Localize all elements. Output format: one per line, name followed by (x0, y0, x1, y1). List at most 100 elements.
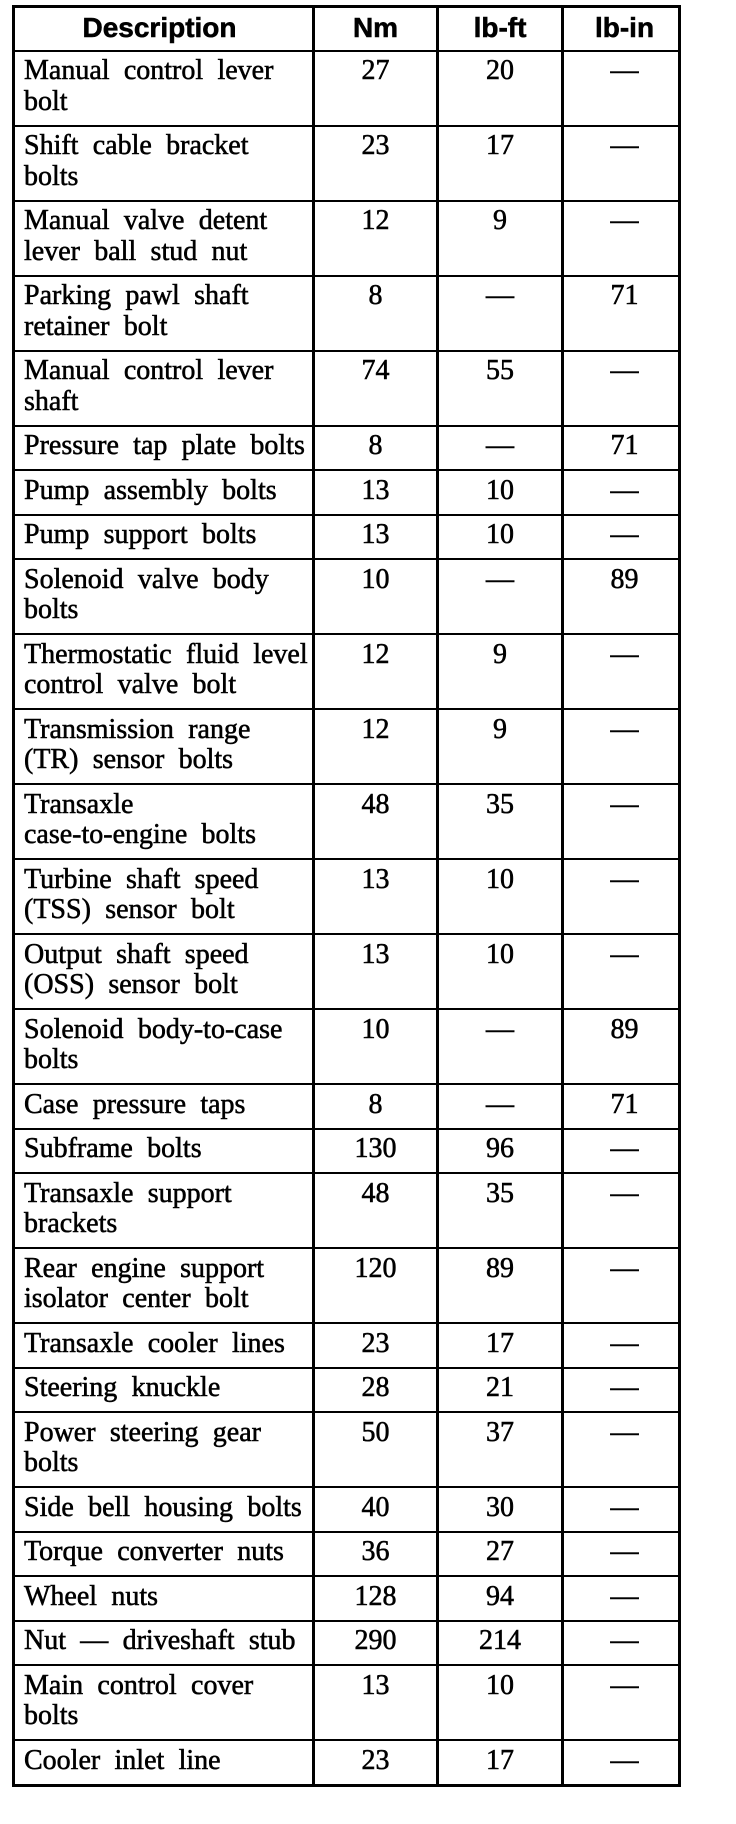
description-cell: Cooler inlet line (24, 1744, 221, 1776)
description-cell: Main control cover bolts (24, 1669, 254, 1731)
nm-cell: 10 (312, 560, 436, 633)
table-row: Transmission range (TR) sensor bolts 12 … (15, 708, 678, 783)
nm-cell: 40 (312, 1488, 436, 1531)
lbin-cell: 71 (561, 276, 678, 350)
table-row: Transaxle support brackets 48 35 — (15, 1172, 678, 1247)
description-cell: Turbine shaft speed (TSS) sensor bolt (24, 863, 259, 925)
nm-cell: 10 (312, 1010, 436, 1083)
lbin-cell: — (561, 1324, 678, 1367)
nm-cell: 27 (312, 51, 436, 125)
description-cell: Output shaft speed (OSS) sensor bolt (24, 938, 249, 1000)
table-row: Solenoid valve body bolts 10 — 89 (15, 558, 678, 633)
table-row: Solenoid body-to-case bolts 10 — 89 (15, 1008, 678, 1083)
nm-cell: 28 (312, 1368, 436, 1411)
description-cell: Pump support bolts (24, 519, 257, 550)
table-row: Manual valve detent lever ball stud nut … (15, 199, 678, 275)
column-header-nm: Nm (312, 8, 436, 50)
table-row: Steering knuckle 28 21 — (15, 1366, 678, 1411)
lbft-cell: 17 (436, 126, 561, 200)
lbft-cell: 10 (436, 515, 561, 558)
description-cell: Manual control lever shaft (24, 355, 274, 417)
lbft-cell: 17 (436, 1741, 561, 1784)
nm-cell: 12 (312, 710, 436, 783)
description-cell: Parking pawl shaft retainer bolt (24, 280, 249, 342)
lbft-cell: 94 (436, 1577, 561, 1620)
lbft-cell: — (436, 1010, 561, 1083)
nm-cell: 8 (312, 426, 436, 469)
nm-cell: 74 (312, 351, 436, 425)
description-cell: Transaxle cooler lines (24, 1327, 285, 1359)
nm-cell: 36 (312, 1532, 436, 1575)
lbin-cell: 71 (561, 1085, 678, 1128)
nm-cell: 23 (312, 1324, 436, 1367)
description-cell: Thermostatic fluid level control valve b… (24, 638, 308, 700)
lbin-cell: — (561, 471, 678, 514)
table-row: Side bell housing bolts 40 30 — (15, 1486, 678, 1531)
lbin-cell: — (561, 635, 678, 708)
description-cell: Transaxle case-to-engine bolts (24, 788, 257, 850)
description-cell: Subframe bolts (24, 1133, 202, 1164)
table-row: Wheel nuts 128 94 — (15, 1575, 678, 1620)
lbin-cell: — (561, 1488, 678, 1531)
lbin-cell: — (561, 785, 678, 858)
torque-specifications-table: Description Nm lb-ft lb-in Manual contro… (12, 5, 681, 1787)
table-row: Case pressure taps 8 — 71 (15, 1083, 678, 1128)
description-cell: Rear engine support isolator center bolt (24, 1252, 265, 1314)
column-header-description: Description (82, 12, 237, 43)
table-row: Transaxle case-to-engine bolts 48 35 — (15, 783, 678, 858)
lbft-cell: 35 (436, 1174, 561, 1247)
lbin-cell: — (561, 1666, 678, 1739)
lbin-cell: — (561, 935, 678, 1008)
lbft-cell: 27 (436, 1532, 561, 1575)
lbft-cell: — (436, 1085, 561, 1128)
lbft-cell: 35 (436, 785, 561, 858)
table-row: Turbine shaft speed (TSS) sensor bolt 13… (15, 858, 678, 933)
table-row: Pump assembly bolts 13 10 — (15, 469, 678, 514)
nm-cell: 48 (312, 1174, 436, 1247)
lbft-cell: 96 (436, 1129, 561, 1172)
lbft-cell: 9 (436, 201, 561, 275)
description-cell: Transaxle support brackets (24, 1177, 232, 1239)
lbin-cell: — (561, 1413, 678, 1486)
lbin-cell: — (561, 201, 678, 275)
lbft-cell: 10 (436, 935, 561, 1008)
description-cell: Side bell housing bolts (24, 1491, 302, 1523)
lbin-cell: — (561, 126, 678, 200)
table-row: Pump support bolts 13 10 — (15, 513, 678, 558)
table-header-row: Description Nm lb-ft lb-in (15, 8, 678, 50)
description-cell: Transmission range (TR) sensor bolts (24, 713, 251, 775)
lbin-cell: 71 (561, 426, 678, 469)
nm-cell: 130 (312, 1129, 436, 1172)
lbin-cell: — (561, 1368, 678, 1411)
lbft-cell: 89 (436, 1249, 561, 1322)
table-row: Rear engine support isolator center bolt… (15, 1247, 678, 1322)
lbft-cell: 10 (436, 860, 561, 933)
table-row: Pressure tap plate bolts 8 — 71 (15, 424, 678, 469)
lbft-cell: 9 (436, 710, 561, 783)
nm-cell: 12 (312, 635, 436, 708)
lbin-cell: — (561, 351, 678, 425)
nm-cell: 23 (312, 1741, 436, 1784)
lbft-cell: 17 (436, 1324, 561, 1367)
table-row: Shift cable bracket bolts 23 17 — (15, 124, 678, 200)
lbft-cell: — (436, 560, 561, 633)
table-row: Torque converter nuts 36 27 — (15, 1530, 678, 1575)
table-row: Nut — driveshaft stub 290 214 — (15, 1619, 678, 1664)
table-row: Thermostatic fluid level control valve b… (15, 633, 678, 708)
nm-cell: 13 (312, 1666, 436, 1739)
description-cell: Case pressure taps (24, 1088, 246, 1120)
table-row: Transaxle cooler lines 23 17 — (15, 1322, 678, 1367)
lbin-cell: — (561, 1741, 678, 1784)
nm-cell: 13 (312, 471, 436, 514)
nm-cell: 120 (312, 1249, 436, 1322)
nm-cell: 13 (312, 515, 436, 558)
lbin-cell: — (561, 1249, 678, 1322)
lbft-cell: 30 (436, 1488, 561, 1531)
lbin-cell: 89 (561, 560, 678, 633)
nm-cell: 8 (312, 276, 436, 350)
table-row: Output shaft speed (OSS) sensor bolt 13 … (15, 933, 678, 1008)
table-row: Main control cover bolts 13 10 — (15, 1664, 678, 1739)
lbin-cell: — (561, 710, 678, 783)
lbft-cell: 21 (436, 1368, 561, 1411)
table-row: Subframe bolts 130 96 — (15, 1127, 678, 1172)
